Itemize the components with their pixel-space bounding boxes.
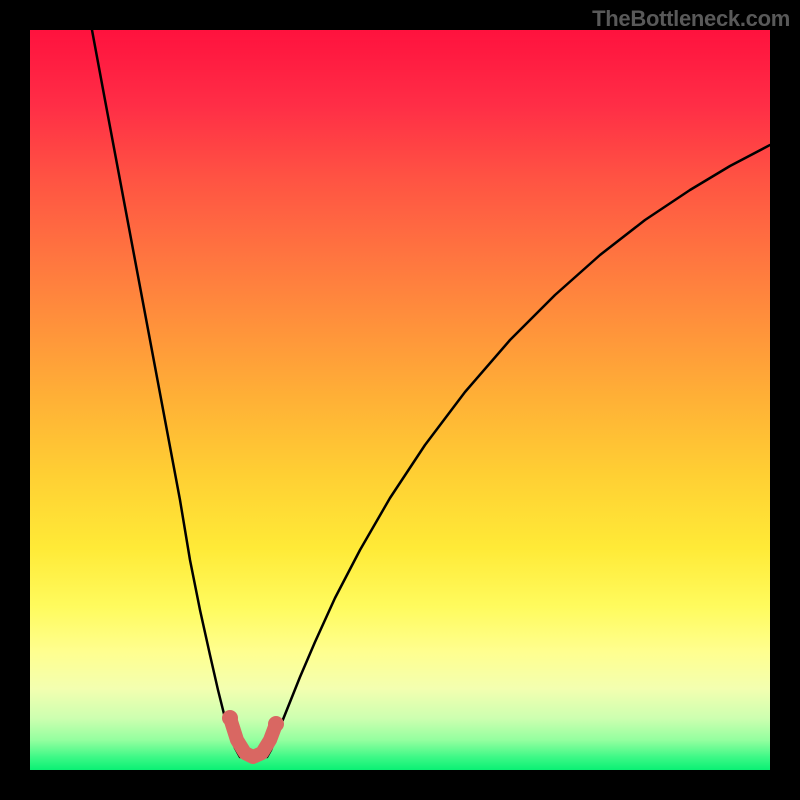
chart-container: TheBottleneck.com	[0, 0, 800, 800]
plot-area	[30, 30, 770, 770]
gradient-background	[30, 30, 770, 770]
highlight-end-dot-1	[268, 716, 284, 732]
attribution-text: TheBottleneck.com	[592, 6, 790, 32]
bottleneck-chart	[30, 30, 770, 770]
highlight-end-dot-0	[222, 710, 238, 726]
